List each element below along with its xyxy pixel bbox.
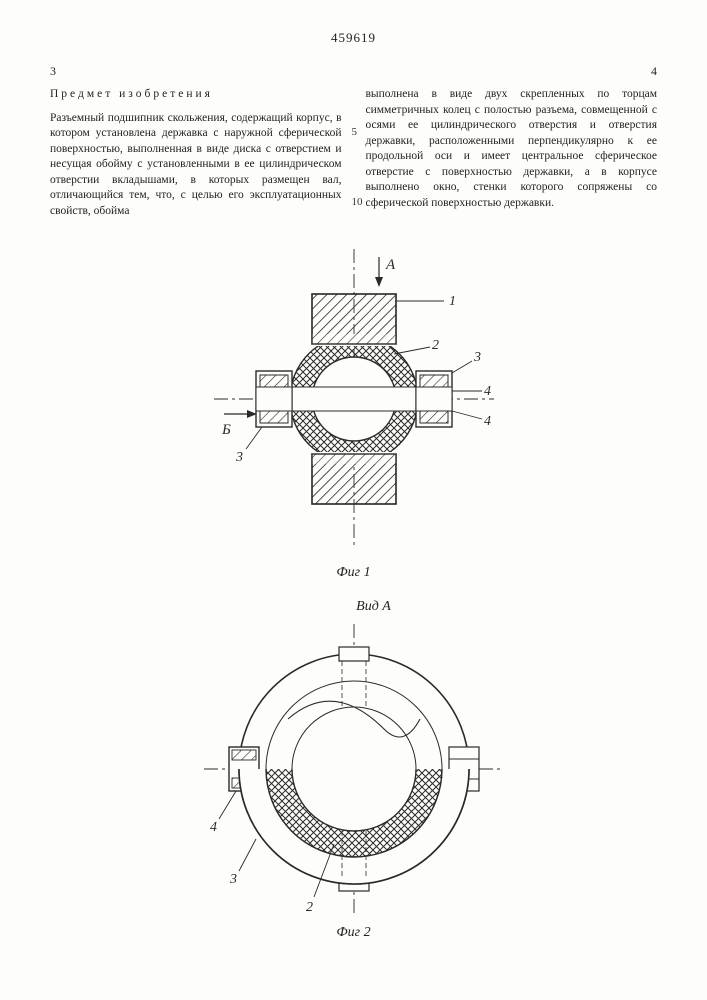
right-column: 5 10 выполнена в виде двух скрепленных п…: [366, 87, 658, 219]
label-3-right: 3: [473, 350, 481, 365]
label-2: 2: [432, 338, 439, 353]
label-1: 1: [449, 294, 456, 309]
left-sleeve: [256, 371, 292, 427]
text-columns: Предмет изобретения Разъемный подшипник …: [50, 87, 657, 219]
figures-container: А Б: [50, 239, 657, 941]
patent-page: { "patent_number": "459619", "header": {…: [0, 0, 707, 1000]
fig2-view-label: Вид А: [50, 599, 657, 615]
arrow-b: Б: [221, 410, 257, 438]
figure-2: 4 3 2: [184, 619, 524, 919]
label-4-right-b: 4: [484, 414, 491, 429]
label-a: А: [385, 257, 396, 273]
figure-1: А Б: [184, 239, 524, 559]
label-4-f2: 4: [210, 820, 217, 835]
arrow-a: А: [375, 257, 396, 287]
label-b: Б: [221, 422, 231, 438]
patent-number: 459619: [50, 30, 657, 46]
header-row: 3 4: [50, 64, 657, 79]
header-right: 4: [651, 64, 657, 79]
label-3-left: 3: [235, 450, 243, 465]
left-column-text: Разъемный подшипник скольжения, содержащ…: [50, 111, 342, 220]
header-left: 3: [50, 64, 56, 79]
left-column: Предмет изобретения Разъемный подшипник …: [50, 87, 342, 219]
label-3-f2: 3: [229, 872, 237, 887]
label-2-f2: 2: [306, 900, 313, 915]
line-marker-10: 10: [352, 195, 363, 210]
right-sleeve: [416, 371, 452, 427]
subject-title: Предмет изобретения: [50, 87, 342, 103]
line-marker-5: 5: [352, 125, 358, 140]
right-column-text: выполнена в виде двух скрепленных по тор…: [366, 87, 658, 211]
fig1-caption: Фиг 1: [50, 565, 657, 581]
fig2-caption: Фиг 2: [50, 925, 657, 941]
label-4-right: 4: [484, 384, 491, 399]
